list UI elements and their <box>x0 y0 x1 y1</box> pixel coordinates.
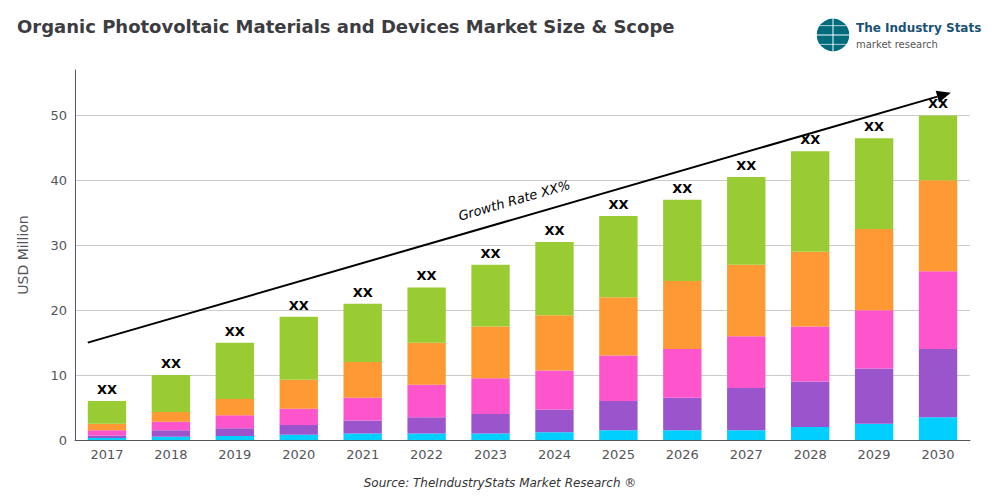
svg-text:2023: 2023 <box>474 447 507 462</box>
svg-text:XX: XX <box>800 132 821 148</box>
svg-text:XX: XX <box>736 158 756 173</box>
svg-text:XX: XX <box>353 285 373 300</box>
svg-text:XX: XX <box>225 324 245 339</box>
svg-text:XX: XX <box>608 197 628 212</box>
svg-text:40: 40 <box>50 173 67 188</box>
svg-text:2024: 2024 <box>538 447 571 462</box>
svg-text:Organic Photovoltaic Materials: Organic Photovoltaic Materials and Devic… <box>17 16 674 37</box>
svg-text:0: 0 <box>59 433 67 448</box>
svg-text:2017: 2017 <box>90 447 123 462</box>
svg-text:market research: market research <box>856 39 938 50</box>
svg-text:XX: XX <box>864 119 884 134</box>
svg-text:20: 20 <box>50 303 67 318</box>
svg-text:XX: XX <box>544 223 564 238</box>
svg-text:2027: 2027 <box>730 447 763 462</box>
svg-text:2018: 2018 <box>154 447 187 462</box>
svg-text:2019: 2019 <box>218 447 251 462</box>
svg-text:USD Million: USD Million <box>15 215 31 294</box>
svg-text:2028: 2028 <box>794 447 827 462</box>
svg-text:2021: 2021 <box>346 447 379 462</box>
svg-text:2022: 2022 <box>410 447 443 462</box>
svg-text:Source: TheIndustryStats Marke: Source: TheIndustryStats Market Research… <box>364 476 637 490</box>
svg-text:XX: XX <box>289 298 309 313</box>
svg-text:Growth Rate XX%: Growth Rate XX% <box>457 177 572 224</box>
svg-text:2026: 2026 <box>666 447 699 462</box>
svg-text:XX: XX <box>481 246 501 261</box>
svg-text:30: 30 <box>50 238 67 253</box>
svg-text:The Industry Stats: The Industry Stats <box>856 21 981 35</box>
svg-text:2029: 2029 <box>858 447 891 462</box>
svg-text:XX: XX <box>417 268 437 283</box>
svg-text:XX: XX <box>161 356 181 371</box>
svg-text:50: 50 <box>50 108 67 123</box>
svg-text:2025: 2025 <box>602 447 635 462</box>
svg-text:XX: XX <box>672 181 692 196</box>
svg-text:XX: XX <box>97 382 117 397</box>
svg-text:10: 10 <box>50 368 67 383</box>
svg-text:XX: XX <box>928 96 949 112</box>
svg-text:2020: 2020 <box>282 447 315 462</box>
svg-text:2030: 2030 <box>921 447 954 462</box>
